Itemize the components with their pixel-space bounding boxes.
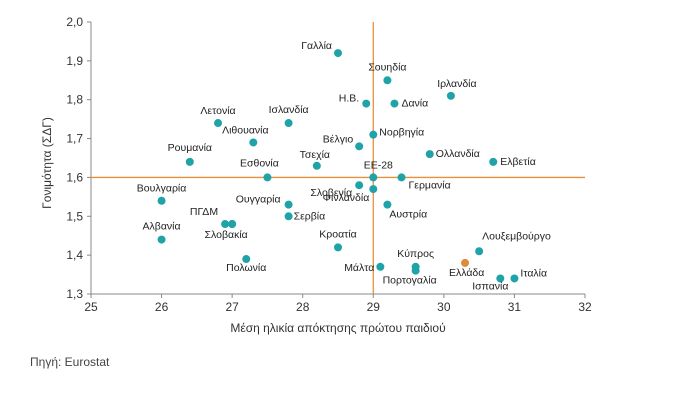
point-label: Ουγγαρία — [236, 194, 281, 206]
y-axis-title: Γονιμότητα (ΣΔΓ) — [40, 117, 54, 209]
point-label: Βέλγιο — [323, 133, 354, 145]
point-label: Ισλανδία — [269, 104, 309, 116]
data-point — [228, 220, 237, 229]
data-point — [369, 185, 378, 194]
data-point — [221, 220, 230, 229]
y-tick-label: 1,6 — [66, 170, 83, 184]
scatter-chart: 25 26 27 28 29 30 31 32 1,3 1,4 1,5 1,6 1,7 1,8 1,9 2,0… — [40, 15, 592, 335]
data-point — [284, 212, 293, 221]
data-point — [334, 243, 342, 252]
x-tick-label: 26 — [155, 300, 169, 314]
point-label: Αυστρία — [389, 209, 427, 221]
data-point — [369, 130, 378, 139]
data-point — [312, 161, 321, 170]
point-label: Σουηδία — [368, 61, 406, 73]
point-label: Γερμανία — [409, 179, 451, 191]
point-label: Η.Β. — [339, 93, 359, 105]
data-point — [362, 99, 371, 108]
data-point — [157, 196, 166, 205]
point-label: ΕΕ-28 — [364, 159, 393, 171]
x-axis-title: Μέση ηλικία απόκτησης πρώτου παιδιού — [230, 321, 445, 335]
data-point — [355, 142, 364, 151]
y-tick-label: 1,8 — [66, 93, 83, 107]
point-label: Κύπρος — [397, 248, 434, 260]
point-label: Ολλανδία — [436, 148, 480, 160]
x-tick-label: 28 — [296, 300, 310, 314]
point-label: Αλβανία — [143, 221, 181, 233]
data-point — [369, 173, 378, 182]
y-tick-label: 1,4 — [66, 248, 83, 262]
data-point — [383, 200, 392, 209]
point-labels: Γαλλία Σουηδία Ιρλανδία Η.Β. Δανία Λετονία Ισλ… — [137, 40, 551, 292]
data-point — [263, 173, 272, 182]
source-note: Πηγή: Eurostat — [30, 355, 110, 369]
data-point — [376, 262, 385, 271]
data-point — [425, 150, 434, 159]
y-tick-label: 2,0 — [66, 15, 83, 29]
data-point — [397, 173, 406, 182]
data-point — [284, 200, 293, 209]
point-label: Ελλάδα — [449, 267, 484, 279]
data-point — [334, 49, 342, 58]
x-tick-label: 27 — [225, 300, 239, 314]
data-point — [185, 157, 194, 166]
point-label: Κροατία — [319, 228, 356, 240]
point-label: Γαλλία — [301, 40, 332, 52]
point-label: Φινλανδία — [323, 192, 370, 204]
point-label: Πολωνία — [226, 262, 266, 274]
point-label: Ιταλία — [520, 267, 547, 279]
reference-lines — [91, 22, 585, 294]
data-point — [461, 258, 470, 267]
axes: 25 26 27 28 29 30 31 32 1,3 1,4 1,5 1,6 1,7 1,8 1,9 2,0 — [66, 15, 592, 314]
point-label: Ιρλανδία — [437, 78, 476, 90]
data-point — [510, 274, 519, 283]
point-label: Σερβία — [294, 210, 326, 222]
y-tick-label: 1,9 — [66, 54, 83, 68]
x-tick-label: 25 — [84, 300, 98, 314]
point-label: Λετονία — [200, 105, 235, 117]
data-point — [242, 255, 251, 264]
x-tick-label: 32 — [578, 300, 592, 314]
data-point — [249, 138, 258, 147]
point-label: Τσεχία — [300, 149, 330, 161]
point-label: ΠΓΔΜ — [190, 206, 218, 218]
data-point — [496, 274, 505, 283]
data-point — [475, 247, 484, 256]
x-tick-label: 29 — [367, 300, 381, 314]
x-tick-label: 31 — [508, 300, 522, 314]
point-label: Ελβετία — [500, 156, 536, 168]
point-label: Δανία — [401, 98, 428, 110]
point-label: Εσθονία — [240, 157, 279, 169]
point-label: Πορτογαλία — [383, 275, 437, 287]
data-point — [446, 91, 455, 100]
data-point — [383, 76, 392, 85]
point-label: Νορβηγία — [379, 127, 424, 139]
data-points — [157, 49, 519, 283]
point-label: Ισπανία — [472, 280, 508, 292]
point-label: Μάλτα — [344, 262, 374, 274]
data-point — [214, 119, 223, 128]
point-label: Σλοβακία — [205, 229, 248, 241]
data-point — [489, 157, 498, 166]
data-point — [284, 119, 293, 128]
y-tick-label: 1,5 — [66, 209, 83, 223]
data-point — [355, 181, 364, 190]
point-label: Λιθουανία — [222, 124, 269, 136]
y-tick-label: 1,3 — [66, 287, 83, 301]
y-tick-label: 1,7 — [66, 132, 83, 146]
point-label: Βουλγαρία — [137, 183, 187, 195]
x-tick-label: 30 — [437, 300, 451, 314]
point-label: Ρουμανία — [168, 142, 212, 154]
data-point — [157, 235, 166, 244]
data-point — [390, 99, 399, 108]
data-point — [411, 266, 420, 275]
point-label: Σλοβενία — [310, 187, 352, 199]
point-label: Λουξεμβούργο — [482, 230, 551, 242]
